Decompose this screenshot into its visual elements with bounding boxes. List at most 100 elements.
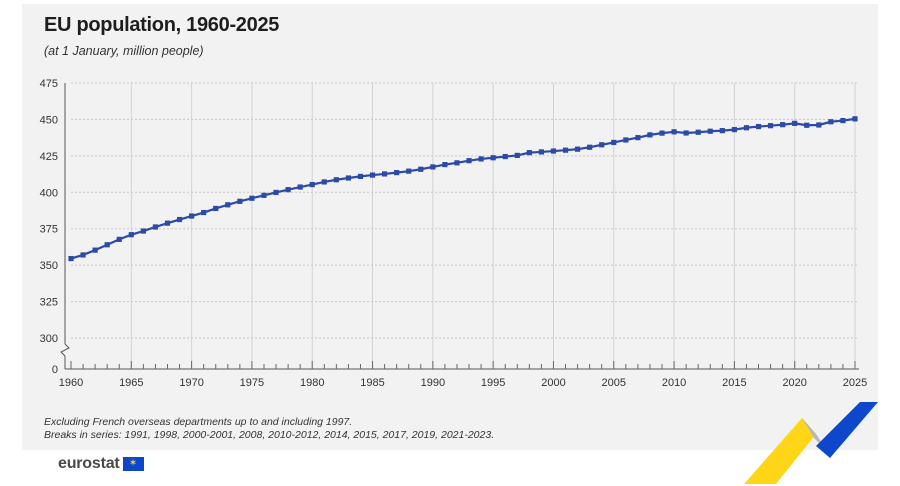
y-tick-label: 300 bbox=[40, 333, 58, 345]
data-point bbox=[635, 135, 641, 141]
x-tick-label: 1965 bbox=[119, 377, 143, 389]
data-point bbox=[478, 156, 484, 162]
data-point bbox=[406, 168, 412, 174]
x-tick-label: 2005 bbox=[602, 377, 626, 389]
x-tick-label: 2025 bbox=[843, 377, 867, 389]
data-point bbox=[273, 189, 279, 196]
data-point bbox=[418, 166, 424, 172]
data-point bbox=[68, 255, 74, 262]
eurostat-ribbon-icon bbox=[744, 402, 878, 484]
data-point bbox=[213, 205, 219, 212]
data-point bbox=[249, 195, 255, 201]
data-point bbox=[574, 146, 581, 152]
data-point bbox=[285, 187, 291, 193]
y-tick-label: 325 bbox=[40, 297, 58, 309]
data-point bbox=[357, 173, 364, 180]
data-point bbox=[804, 122, 810, 128]
series-line bbox=[70, 117, 856, 260]
data-point bbox=[321, 179, 327, 185]
chart-subtitle: (at 1 January, million people) bbox=[44, 44, 204, 58]
data-point bbox=[189, 213, 195, 219]
data-point bbox=[780, 122, 786, 128]
eu-flag-icon: ✶ bbox=[122, 457, 144, 471]
data-point bbox=[430, 164, 436, 170]
data-point bbox=[695, 129, 701, 135]
data-point bbox=[550, 148, 557, 154]
x-tick-label: 2015 bbox=[722, 377, 746, 389]
data-point bbox=[309, 181, 315, 188]
y-tick-label: 375 bbox=[40, 224, 58, 236]
data-point bbox=[707, 128, 713, 134]
data-point bbox=[502, 153, 508, 160]
data-point bbox=[538, 149, 544, 155]
data-point bbox=[128, 232, 134, 238]
data-point bbox=[201, 209, 207, 216]
data-point bbox=[840, 117, 846, 124]
data-point bbox=[454, 160, 460, 166]
data-point bbox=[261, 192, 267, 198]
x-tick-label: 2020 bbox=[782, 377, 806, 389]
data-point bbox=[164, 220, 171, 226]
data-point bbox=[623, 137, 629, 143]
y-tick-label: 450 bbox=[40, 114, 58, 126]
data-point bbox=[743, 125, 750, 131]
x-tick-label: 1975 bbox=[240, 377, 264, 389]
data-point bbox=[683, 130, 689, 136]
data-point bbox=[767, 123, 774, 129]
data-point bbox=[731, 127, 737, 133]
data-point bbox=[140, 228, 146, 234]
logo-text: eurostat bbox=[58, 455, 120, 472]
data-point bbox=[80, 252, 86, 258]
footnote-2: Breaks in series: 1991, 1998, 2000-2001,… bbox=[44, 429, 495, 441]
footnote-1: Excluding French overseas departments up… bbox=[44, 416, 353, 428]
data-point bbox=[104, 242, 110, 248]
data-point bbox=[333, 177, 339, 183]
x-tick-label: 1985 bbox=[360, 377, 384, 389]
x-tick-label: 1995 bbox=[481, 377, 505, 389]
data-point bbox=[526, 150, 532, 156]
data-point bbox=[116, 236, 122, 242]
chart-panel bbox=[22, 4, 878, 450]
data-point bbox=[394, 170, 400, 176]
data-point bbox=[514, 152, 520, 159]
data-point bbox=[152, 224, 159, 230]
data-point bbox=[852, 116, 858, 122]
y-tick-label: 475 bbox=[40, 78, 58, 90]
x-tick-label: 1990 bbox=[421, 377, 445, 389]
axis-break-icon bbox=[60, 343, 70, 357]
y-tick-label: 350 bbox=[40, 260, 58, 272]
data-point bbox=[442, 162, 448, 168]
x-tick-label: 2000 bbox=[541, 377, 565, 389]
data-point bbox=[792, 120, 798, 126]
y-tick-label: 425 bbox=[40, 151, 58, 163]
data-point bbox=[490, 155, 496, 161]
data-point bbox=[345, 175, 352, 181]
data-point bbox=[599, 142, 605, 148]
chart-title: EU population, 1960-2025 bbox=[44, 14, 280, 36]
data-point bbox=[587, 144, 593, 150]
eurostat-logo: eurostat ✶ bbox=[58, 455, 144, 473]
data-point bbox=[562, 147, 569, 153]
data-point bbox=[659, 130, 665, 136]
x-tick-label: 2010 bbox=[662, 377, 686, 389]
data-point bbox=[369, 172, 376, 178]
x-tick-label: 1980 bbox=[300, 377, 324, 389]
data-point bbox=[828, 119, 834, 125]
data-point bbox=[816, 122, 822, 128]
data-point bbox=[611, 139, 617, 146]
x-tick-label: 1970 bbox=[179, 377, 203, 389]
data-point bbox=[297, 184, 303, 190]
data-point bbox=[382, 171, 388, 177]
y-tick-label: 0 bbox=[52, 364, 58, 376]
y-tick-label: 400 bbox=[40, 187, 58, 199]
data-point bbox=[92, 247, 98, 253]
x-tick-label: 1960 bbox=[59, 377, 83, 389]
data-point bbox=[671, 129, 677, 135]
data-point bbox=[719, 128, 725, 134]
data-point bbox=[225, 202, 231, 208]
data-point bbox=[237, 198, 243, 204]
data-point bbox=[466, 158, 472, 164]
data-point bbox=[176, 216, 183, 223]
data-point bbox=[647, 132, 653, 138]
